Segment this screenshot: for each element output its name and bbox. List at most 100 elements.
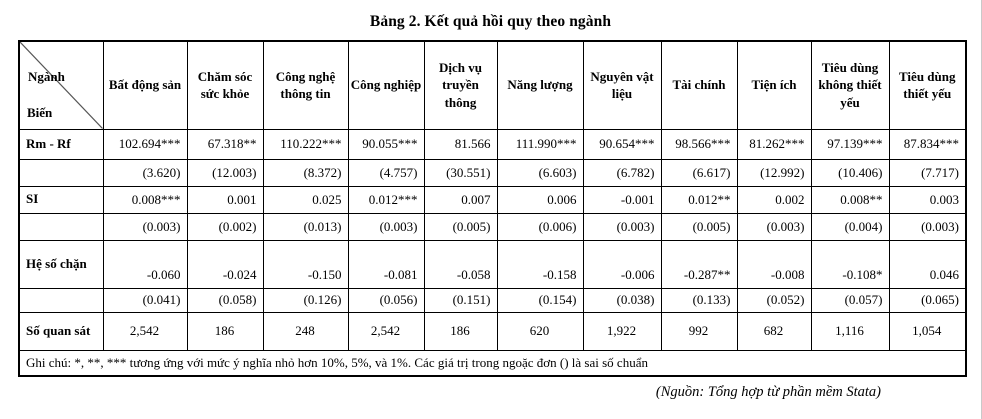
- data-cell: 186: [423, 311, 498, 351]
- data-cell: 0.046: [888, 239, 967, 289]
- data-cell: 1,116: [810, 311, 890, 351]
- column-header-industrials: Công nghiệp: [347, 40, 425, 130]
- row-rm-rf-se: (3.620) (12.003) (8.372) (4.757) (30.551…: [18, 158, 967, 187]
- data-cell: (0.133): [660, 287, 738, 313]
- regression-table: Ngành Biến Bất động sản Chăm sóc sức khỏ…: [18, 40, 967, 377]
- column-header-it: Công nghệ thông tin: [262, 40, 349, 130]
- data-cell: -0.158: [496, 239, 584, 289]
- data-cell: 0.008***: [102, 185, 188, 214]
- data-cell: -0.058: [423, 239, 498, 289]
- data-cell: 110.222***: [262, 128, 349, 160]
- data-cell: 186: [186, 311, 264, 351]
- data-cell: 1,054: [888, 311, 967, 351]
- data-cell: (0.003): [347, 212, 425, 241]
- note-row: Ghi chú: *, **, *** tương ứng với mức ý …: [18, 349, 967, 377]
- data-cell: (6.603): [496, 158, 584, 187]
- data-cell: -0.108*: [810, 239, 890, 289]
- row-label: Rm - Rf: [18, 128, 104, 160]
- column-header-communication: Dịch vụ truyền thông: [423, 40, 498, 130]
- data-cell: (0.052): [736, 287, 812, 313]
- source-note: (Nguồn: Tổng hợp từ phần mềm Stata): [655, 384, 881, 400]
- data-cell: 97.139***: [810, 128, 890, 160]
- data-cell: 0.007: [423, 185, 498, 214]
- data-cell: (0.038): [582, 287, 662, 313]
- corner-industry-label: Ngành: [28, 69, 65, 84]
- data-cell: (0.005): [423, 212, 498, 241]
- data-cell: 0.012**: [660, 185, 738, 214]
- data-cell: 0.006: [496, 185, 584, 214]
- column-header-utilities: Tiện ích: [736, 40, 812, 130]
- corner-cell: Ngành Biến: [18, 40, 104, 130]
- data-cell: 90.055***: [347, 128, 425, 160]
- data-cell: -0.006: [582, 239, 662, 289]
- table-note: Ghi chú: *, **, *** tương ứng với mức ý …: [18, 349, 967, 377]
- diagonal-line: [20, 42, 103, 129]
- data-cell: (0.003): [582, 212, 662, 241]
- corner-variable-label: Biến: [27, 104, 53, 120]
- data-cell: (7.717): [888, 158, 967, 187]
- data-cell: (6.617): [660, 158, 738, 187]
- column-header-energy: Năng lượng: [496, 40, 584, 130]
- data-cell: 0.012***: [347, 185, 425, 214]
- data-cell: 81.262***: [736, 128, 812, 160]
- data-cell: (30.551): [423, 158, 498, 187]
- data-cell: (0.151): [423, 287, 498, 313]
- column-header-financials: Tài chính: [660, 40, 738, 130]
- header-row: Ngành Biến Bất động sản Chăm sóc sức khỏ…: [18, 40, 967, 130]
- data-cell: 81.566: [423, 128, 498, 160]
- data-cell: (3.620): [102, 158, 188, 187]
- data-cell: (0.056): [347, 287, 425, 313]
- data-cell: -0.287**: [660, 239, 738, 289]
- data-cell: 620: [496, 311, 584, 351]
- data-cell: (12.003): [186, 158, 264, 187]
- data-cell: (12.992): [736, 158, 812, 187]
- data-cell: 0.002: [736, 185, 812, 214]
- column-header-materials: Nguyên vật liệu: [582, 40, 662, 130]
- row-label: [18, 212, 104, 241]
- data-cell: 2,542: [102, 311, 188, 351]
- data-cell: (0.005): [660, 212, 738, 241]
- data-cell: (0.003): [102, 212, 188, 241]
- data-cell: -0.081: [347, 239, 425, 289]
- row-label: Hệ số chặn: [18, 239, 104, 289]
- data-cell: 1,922: [582, 311, 662, 351]
- data-cell: (0.154): [496, 287, 584, 313]
- row-label: SI: [18, 185, 104, 214]
- data-cell: (0.057): [810, 287, 890, 313]
- row-label: [18, 158, 104, 187]
- data-cell: 2,542: [347, 311, 425, 351]
- column-header-consumer-discretionary: Tiêu dùng không thiết yếu: [810, 40, 890, 130]
- table-title: Bảng 2. Kết quả hồi quy theo ngành: [369, 13, 612, 30]
- data-cell: (0.003): [888, 212, 967, 241]
- row-intercept: Hệ số chặn -0.060 -0.024 -0.150 -0.081 -…: [18, 239, 967, 289]
- data-cell: 0.003: [888, 185, 967, 214]
- row-si: SI 0.008*** 0.001 0.025 0.012*** 0.007 0…: [18, 185, 967, 214]
- data-cell: 0.025: [262, 185, 349, 214]
- data-cell: 111.990***: [496, 128, 584, 160]
- data-cell: (8.372): [262, 158, 349, 187]
- data-cell: 0.008**: [810, 185, 890, 214]
- data-cell: (6.782): [582, 158, 662, 187]
- row-si-se: (0.003) (0.002) (0.013) (0.003) (0.005) …: [18, 212, 967, 241]
- data-cell: 248: [262, 311, 349, 351]
- row-intercept-se: (0.041) (0.058) (0.126) (0.056) (0.151) …: [18, 287, 967, 313]
- row-rm-rf: Rm - Rf 102.694*** 67.318** 110.222*** 9…: [18, 128, 967, 160]
- data-cell: (0.058): [186, 287, 264, 313]
- data-cell: -0.060: [102, 239, 188, 289]
- data-cell: (0.013): [262, 212, 349, 241]
- data-cell: (4.757): [347, 158, 425, 187]
- data-cell: (0.002): [186, 212, 264, 241]
- data-cell: 992: [660, 311, 738, 351]
- data-cell: -0.024: [186, 239, 264, 289]
- data-cell: 98.566***: [660, 128, 738, 160]
- data-cell: -0.001: [582, 185, 662, 214]
- data-cell: (0.004): [810, 212, 890, 241]
- data-cell: 682: [736, 311, 812, 351]
- data-cell: (0.126): [262, 287, 349, 313]
- data-cell: (10.406): [810, 158, 890, 187]
- data-cell: 0.001: [186, 185, 264, 214]
- column-header-healthcare: Chăm sóc sức khỏe: [186, 40, 264, 130]
- data-cell: 102.694***: [102, 128, 188, 160]
- column-header-consumer-staples: Tiêu dùng thiết yếu: [888, 40, 967, 130]
